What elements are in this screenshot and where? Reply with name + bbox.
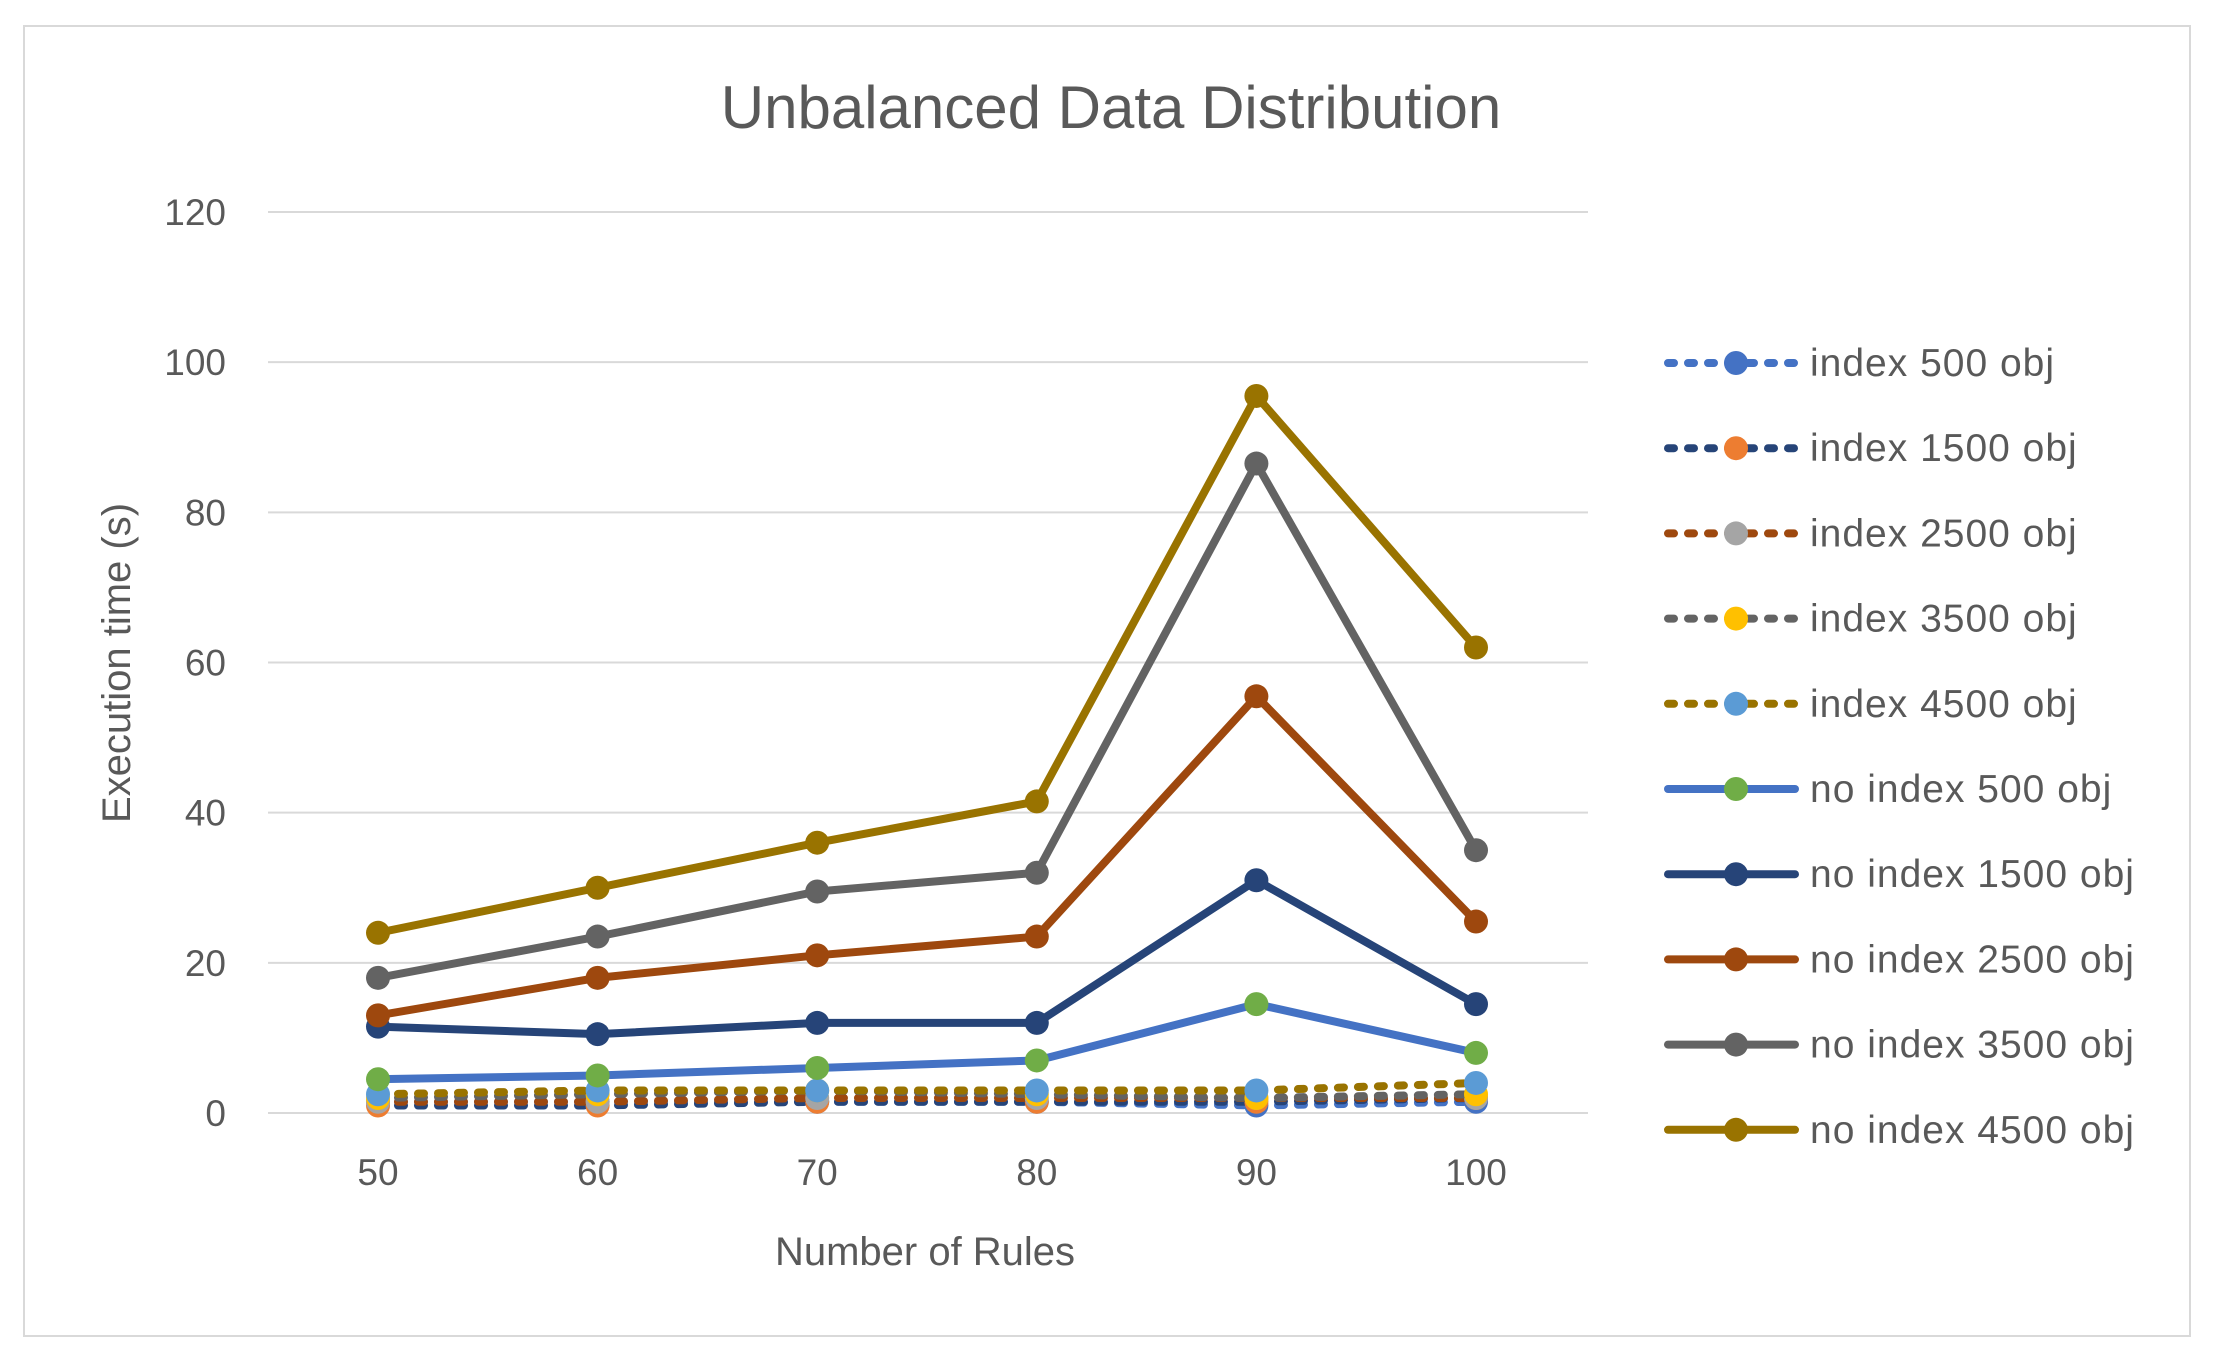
x-tick-label: 50 [357,1152,398,1193]
data-point [366,1067,390,1092]
data-point [1024,924,1049,949]
series-line [374,876,1480,1039]
data-point [805,879,830,904]
data-point [1244,383,1269,408]
y-tick-label: 20 [185,943,226,984]
x-tick-label: 60 [577,1152,618,1193]
data-point [1244,451,1269,476]
data-point [366,965,390,990]
legend-label: no index 1500 obj [1810,853,2135,896]
y-tick-label: 60 [185,643,226,684]
x-tick-label: 90 [1236,1152,1277,1193]
data-point [805,830,830,855]
data-point [585,875,610,900]
legend-marker [1724,777,1748,801]
legend-marker [1724,521,1748,546]
series-line [374,1000,1480,1084]
data-point [1024,860,1049,885]
data-point [1464,909,1488,934]
x-tick-label: 70 [797,1152,838,1193]
data-point [1244,684,1269,709]
data-point [1464,1070,1488,1095]
legend-label: no index 2500 obj [1810,938,2135,981]
data-point [805,1055,830,1080]
y-tick-label: 100 [164,342,226,383]
y-tick-label: 0 [205,1093,226,1134]
data-point [585,1022,610,1047]
data-point [366,1003,390,1028]
x-tick-label: 100 [1445,1152,1507,1193]
legend-marker [1724,436,1748,461]
chart-border [23,25,2191,1337]
legend-marker [1724,606,1748,631]
legend-marker [1724,691,1748,716]
x-axis-label: Number of Rules [775,1230,1075,1274]
y-tick-label: 120 [164,192,226,233]
legend-marker [1724,1117,1748,1142]
legend-label: index 3500 obj [1810,598,2078,641]
y-tick-label: 40 [185,793,226,834]
data-point [1464,635,1488,660]
series-line [374,459,1480,982]
data-point [805,943,830,968]
data-point [585,1063,610,1088]
series-line [374,1093,1480,1106]
data-point [805,1010,830,1035]
data-point [1024,1010,1049,1035]
data-point [366,920,390,945]
legend-marker [1724,1032,1748,1057]
series-line [374,692,1480,1020]
series-line [374,391,1480,937]
legend-marker [1724,947,1748,972]
data-point [805,1078,830,1103]
data-point [1464,1040,1488,1065]
legend-marker [1724,862,1748,887]
data-point [1244,1078,1269,1103]
data-point [1464,838,1488,863]
legend-label: no index 4500 obj [1810,1109,2135,1152]
data-point [585,924,610,949]
legend-label: index 1500 obj [1810,427,2078,470]
legend-label: index 500 obj [1810,342,2055,385]
data-point [1464,992,1488,1017]
legend-label: no index 3500 obj [1810,1024,2135,1067]
legend-label: index 2500 obj [1810,512,2078,555]
data-point [1244,992,1269,1017]
data-point [1024,1048,1049,1073]
data-point [1024,1078,1049,1103]
data-point [585,965,610,990]
chart-title: Unbalanced Data Distribution [721,74,1501,141]
y-tick-label: 80 [185,492,226,533]
series-line [374,1078,1480,1099]
x-tick-label: 80 [1016,1152,1057,1193]
legend-label: no index 500 obj [1810,768,2112,811]
data-point [1024,789,1049,814]
data-point [1244,868,1269,893]
y-axis-label: Execution time (s) [95,503,139,823]
legend-label: index 4500 obj [1810,683,2078,726]
legend-marker [1724,351,1748,375]
